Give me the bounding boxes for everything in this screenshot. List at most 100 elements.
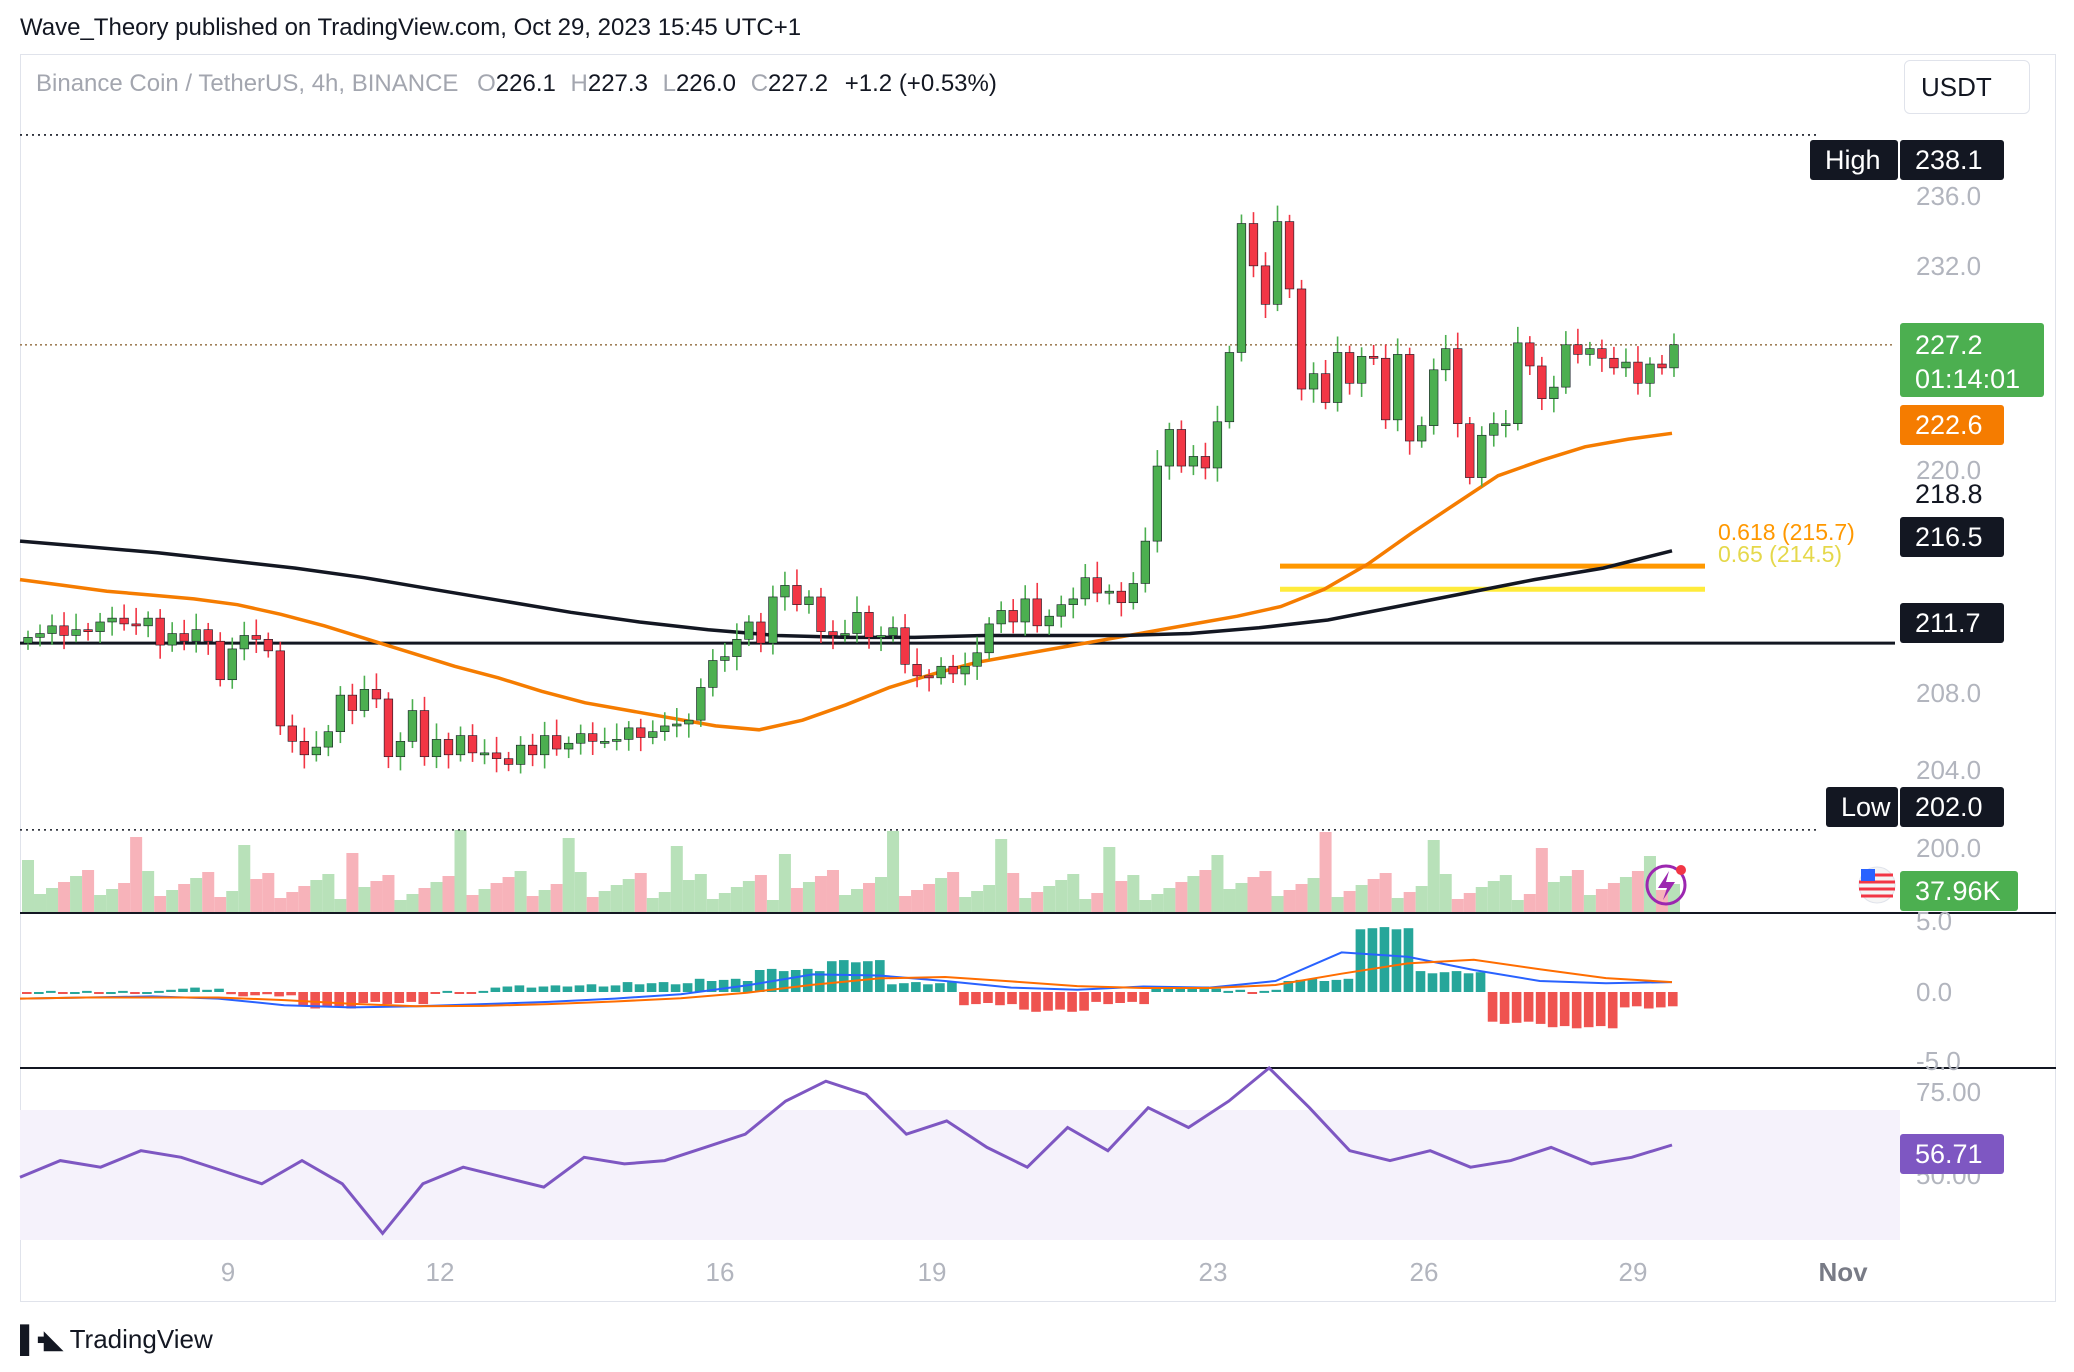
macd-histogram-bar [190,987,200,992]
macd-signal-line [19,958,1673,1008]
candle-body [299,741,309,756]
candle-body [1549,386,1559,399]
macd-histogram-bar [1475,972,1486,992]
macd-histogram-bar [1127,992,1137,1002]
macd-histogram-bar [826,961,837,992]
macd-histogram-bar [899,983,909,992]
volume-bar [1415,886,1428,912]
macd-histogram-bar [334,992,344,1007]
macd-histogram-bar [1631,992,1642,1007]
candle-body [467,735,478,754]
macd-histogram-bar [1415,971,1426,992]
support-tag-bg [1900,603,2004,643]
candle-body [419,710,430,758]
macd-histogram-bar [1355,929,1366,992]
close-label: C [750,70,769,97]
macd-histogram-bar [46,990,56,993]
rsi-pane [19,1065,1673,1236]
volume-bar [586,897,599,912]
volume-tag-text: 37.96K [1915,876,2001,906]
macd-pane [19,927,1678,1029]
volume-bar [598,891,611,912]
candle-body [1332,352,1343,403]
candle-body [576,733,586,744]
candle-body [672,723,682,727]
macd-histogram-bar [1307,978,1318,992]
volume-bar [851,889,864,912]
brand-name: TradingView [69,1324,213,1354]
volume-bar [1667,884,1680,912]
macd-histogram-bar [586,984,597,992]
high-value-tag-bg [1900,140,2004,180]
low-tag-text: Low [1841,792,1891,822]
macd-histogram-bar [118,990,128,993]
volume-bar [682,880,695,912]
volume-bar [658,892,671,912]
candle-body [1453,348,1463,424]
volume-bar [1007,873,1020,912]
level-218-label: 218.8 [1915,479,1983,509]
candle-body [1056,604,1066,617]
macd-histogram-bar [646,983,657,992]
volume-bar [94,895,107,912]
volume-bar [1175,882,1188,912]
volume-bar [971,891,984,912]
candle-body [1104,590,1114,594]
tradingview-logo-icon: ▌▪◣ [20,1324,64,1354]
axis-labels: High 238.1 Low 202.0 227.2 01:14:01 222.6 218.8… [1718,140,2044,1174]
last-price-badge [1900,323,2044,397]
candle-body [780,585,790,598]
candle-body [83,629,93,632]
volume-tag-bg [1900,871,2018,911]
macd-histogram-bar [1643,992,1654,1009]
low-tag-bg [1826,787,1898,827]
volume-bar [502,877,515,912]
ema200-tag: 216.5 [1900,517,2004,557]
macd-histogram-bar [1451,971,1462,992]
flash-icon[interactable] [1645,864,1687,906]
candle-body [684,719,694,725]
volume-bar [766,900,779,912]
candle-body [1585,348,1595,355]
volume-bar [82,870,95,912]
macd-tick-label: -5.0 [1916,1046,1961,1076]
countdown-text: 01:14:01 [1915,364,2020,394]
candle-body [515,744,526,765]
candle-body [1272,221,1283,305]
macd-histogram-bar [622,982,633,992]
macd-histogram-bar [94,992,104,994]
volume-bar [1535,848,1548,912]
macd-histogram-bar [1331,979,1342,992]
volume-bar [1295,884,1308,912]
fib-65-label: 0.65 (214.5) [1718,541,1842,567]
symbol-name[interactable]: Binance Coin / TetherUS, 4h, BINANCE [36,70,459,97]
volume-bar [1031,892,1044,912]
volume-bar [358,887,371,912]
macd-histogram-bar [562,986,573,992]
macd-histogram-bar [1043,992,1053,1011]
volume-bar [1571,870,1584,912]
macd-histogram-bar [430,992,441,994]
tradingview-footer[interactable]: ▌▪◣ TradingView [20,1324,213,1355]
volume-bar [1319,832,1332,912]
us-flag-icon [1858,866,1896,904]
macd-histogram-bar [1211,988,1222,992]
candle-body [828,631,838,636]
volume-bar [983,885,996,912]
macd-histogram-bar [70,992,80,994]
high-tag-text: High [1825,145,1881,175]
volume-bar [322,874,335,912]
macd-histogram-bar [250,992,260,996]
currency-selector[interactable]: USDT [1904,60,2030,114]
volume-bar [286,892,299,912]
macd-histogram-bar [262,992,272,995]
volume-bar [1067,874,1080,912]
candle-body [119,617,129,625]
macd-histogram-bar [1439,972,1450,992]
rsi-band [20,1110,1900,1240]
candle-body [1212,421,1223,469]
high-tag: High [1810,140,1898,180]
candle-body [1441,348,1451,371]
macd-histogram-bar [947,982,957,992]
